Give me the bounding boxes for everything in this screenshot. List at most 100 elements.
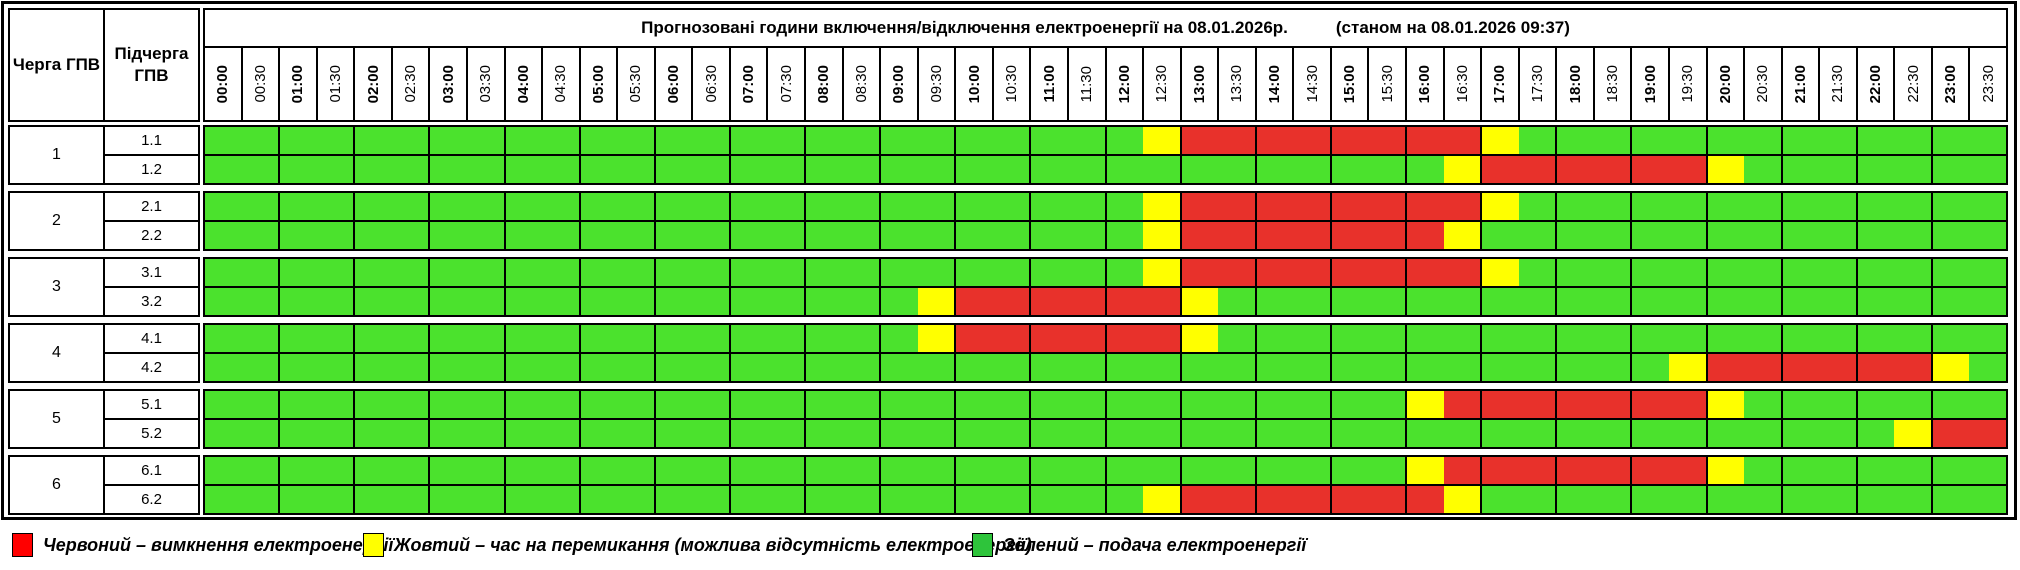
time-slot-cell xyxy=(542,288,581,315)
time-slot-cell xyxy=(505,354,543,381)
time-slot-cell xyxy=(1894,391,1933,418)
time-label-text: 09:30 xyxy=(927,65,945,103)
time-slot-cell xyxy=(1518,222,1558,249)
schedule-status-text: (станом на 08.01.2026 09:37) xyxy=(1335,18,1570,37)
time-slot-cell xyxy=(1707,391,1745,418)
time-slot-cell xyxy=(1593,222,1633,249)
time-slot-cell xyxy=(917,288,957,315)
time-slot-cell xyxy=(655,288,693,315)
time-slot-cell xyxy=(1819,222,1858,249)
time-slot-cell xyxy=(1593,259,1633,286)
time-slot-cell xyxy=(1143,354,1182,381)
time-label-text: 21:00 xyxy=(1791,64,1809,104)
time-slot-cell xyxy=(1106,193,1144,220)
time-slot-cell xyxy=(430,486,467,513)
time-grid-strip xyxy=(203,455,2008,515)
time-slot-cell xyxy=(956,354,993,381)
time-slot-cell xyxy=(580,486,618,513)
time-slot-cell xyxy=(1668,325,1708,352)
time-label-text: 07:00 xyxy=(740,64,758,104)
time-slot-cell xyxy=(505,486,543,513)
time-slot-cell xyxy=(542,354,581,381)
schedule-row-6.2 xyxy=(205,486,2006,513)
time-slot-cell xyxy=(692,354,731,381)
time-slot-cell xyxy=(1143,193,1182,220)
time-label-0830: 08:30 xyxy=(844,48,882,120)
time-slot-cell xyxy=(881,193,918,220)
time-slot-cell xyxy=(466,325,506,352)
time-slot-cell xyxy=(655,354,693,381)
time-slot-cell xyxy=(1744,420,1783,447)
time-slot-cell xyxy=(617,457,656,484)
time-label-text: 23:00 xyxy=(1942,64,1960,104)
time-slot-cell xyxy=(1331,391,1369,418)
time-label-text: 14:30 xyxy=(1303,65,1321,103)
time-slot-cell xyxy=(430,325,467,352)
time-label-0100: 01:00 xyxy=(280,48,318,120)
time-slot-cell xyxy=(1969,193,2006,220)
time-label-text: 04:30 xyxy=(552,65,570,103)
time-slot-cell xyxy=(1557,354,1594,381)
time-label-0000: 00:00 xyxy=(205,48,243,120)
time-slot-cell xyxy=(205,457,242,484)
subqueue-label-cell: 5.1 xyxy=(103,389,200,420)
time-label-text: 09:00 xyxy=(890,64,908,104)
time-slot-cell xyxy=(391,288,431,315)
time-slot-cell xyxy=(580,127,618,154)
time-slot-cell xyxy=(1368,127,1407,154)
time-slot-cell xyxy=(280,288,317,315)
time-slot-cell xyxy=(1106,391,1144,418)
time-slot-cell xyxy=(1293,420,1332,447)
time-slot-cell xyxy=(917,391,957,418)
time-slot-cell xyxy=(466,486,506,513)
time-slot-cell xyxy=(1969,325,2006,352)
time-slot-cell xyxy=(881,420,918,447)
time-slot-cell xyxy=(1218,288,1257,315)
time-slot-cell xyxy=(917,457,957,484)
time-slot-cell xyxy=(580,391,618,418)
time-slot-cell xyxy=(1969,127,2006,154)
time-slot-cell xyxy=(1557,127,1594,154)
time-slot-cell xyxy=(1593,325,1633,352)
time-slot-cell xyxy=(806,486,843,513)
time-slot-cell xyxy=(1407,288,1444,315)
time-slot-cell xyxy=(280,325,317,352)
time-slot-cell xyxy=(1293,354,1332,381)
time-slot-cell xyxy=(956,259,993,286)
time-slot-cell xyxy=(956,457,993,484)
time-slot-cell xyxy=(1969,486,2006,513)
time-slot-cell xyxy=(692,156,731,183)
time-label-text: 11:30 xyxy=(1078,65,1096,103)
time-slot-cell xyxy=(992,259,1032,286)
time-slot-cell xyxy=(430,156,467,183)
time-slot-cell xyxy=(730,156,768,183)
time-slot-cell xyxy=(617,391,656,418)
time-slot-cell xyxy=(956,127,993,154)
time-slot-cell xyxy=(881,259,918,286)
time-label-1100: 11:00 xyxy=(1031,48,1069,120)
time-slot-cell xyxy=(391,325,431,352)
time-slot-cell xyxy=(580,222,618,249)
time-slot-cell xyxy=(1293,325,1332,352)
time-slot-cell xyxy=(806,222,843,249)
time-slot-cell xyxy=(241,127,281,154)
time-slot-cell xyxy=(1894,288,1933,315)
time-slot-cell xyxy=(617,420,656,447)
time-slot-cell xyxy=(1782,354,1820,381)
time-slot-cell xyxy=(1256,127,1294,154)
time-slot-cell xyxy=(1368,156,1407,183)
time-slot-cell xyxy=(1707,193,1745,220)
time-slot-cell xyxy=(767,486,806,513)
subqueue-column-header: Підчерга ГПВ xyxy=(103,8,200,122)
time-slot-cell xyxy=(1707,127,1745,154)
time-slot-cell xyxy=(542,325,581,352)
time-label-text: 19:30 xyxy=(1679,65,1697,103)
time-label-1330: 13:30 xyxy=(1219,48,1257,120)
time-slot-cell xyxy=(1106,156,1144,183)
time-slot-cell xyxy=(1857,288,1895,315)
time-slot-cell xyxy=(1932,457,1970,484)
time-slot-cell xyxy=(391,391,431,418)
time-slot-cell xyxy=(1218,325,1257,352)
time-slot-cell xyxy=(1181,288,1219,315)
